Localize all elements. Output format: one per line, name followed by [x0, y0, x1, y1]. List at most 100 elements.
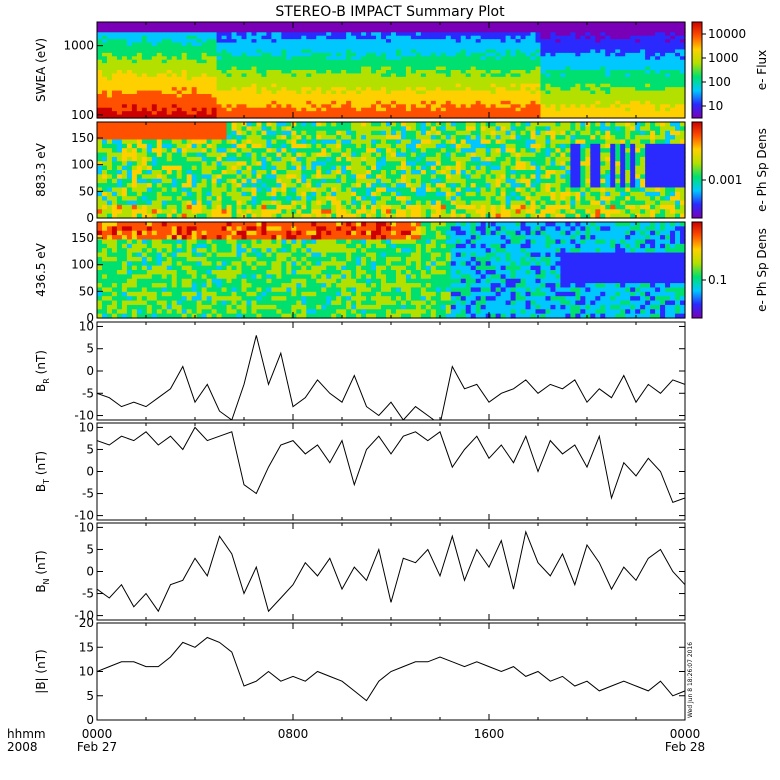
heatmap-cell: [445, 126, 452, 132]
heatmap-cell: [400, 32, 407, 37]
heatmap-cell: [475, 90, 482, 95]
heatmap-cell: [251, 49, 258, 54]
heatmap-cell: [111, 135, 118, 141]
heatmap-cell: [356, 56, 362, 61]
heatmap-cell: [106, 204, 113, 210]
heatmap-cell: [331, 191, 337, 197]
heatmap-cell: [201, 170, 208, 175]
heatmap-cell: [336, 39, 342, 44]
heatmap-cell: [346, 90, 352, 95]
heatmap-cell: [156, 46, 163, 51]
heatmap-cell: [331, 178, 337, 184]
heatmap-cell: [336, 187, 342, 193]
heatmap-cell: [605, 100, 611, 105]
heatmap-cell: [670, 22, 676, 27]
heatmap-cell: [291, 63, 297, 68]
heatmap-cell: [121, 139, 128, 145]
heatmap-cell: [176, 22, 183, 27]
heatmap-cell: [206, 100, 213, 105]
heatmap-cell: [445, 156, 452, 162]
heatmap-cell: [460, 148, 467, 154]
heatmap-cell: [515, 22, 522, 27]
heatmap-cell: [306, 25, 312, 30]
heatmap-cell: [356, 204, 362, 210]
heatmap-cell: [425, 49, 432, 54]
heatmap-cell: [321, 152, 327, 158]
heatmap-cell: [530, 111, 537, 116]
heatmap-cell: [500, 56, 507, 61]
heatmap-cell: [97, 94, 103, 99]
heatmap-cell: [435, 73, 442, 78]
heatmap-cell: [97, 32, 103, 37]
heatmap-cell: [296, 39, 302, 44]
heatmap-cell: [146, 87, 153, 92]
heatmap-cell: [660, 63, 666, 68]
heatmap-cell: [560, 25, 566, 30]
heatmap-cell: [186, 59, 193, 64]
heatmap-cell: [271, 170, 277, 175]
heatmap-cell: [520, 32, 527, 37]
heatmap-cell: [176, 56, 183, 61]
heatmap-cell: [121, 209, 128, 215]
heatmap-cell: [156, 90, 163, 95]
heatmap-cell: [116, 148, 123, 154]
heatmap-cell: [301, 73, 307, 78]
heatmap-cell: [455, 42, 462, 47]
heatmap-cell: [361, 76, 367, 81]
heatmap-cell: [450, 135, 457, 141]
heatmap-cell: [660, 87, 666, 92]
heatmap-cell: [316, 148, 322, 154]
heatmap-cell: [186, 152, 193, 158]
heatmap-cell: [316, 200, 322, 206]
heatmap-cell: [181, 70, 188, 75]
heatmap-cell: [176, 66, 183, 71]
heatmap-cell: [645, 25, 651, 30]
heatmap-cell: [445, 28, 452, 33]
heatmap-cell: [226, 39, 233, 44]
heatmap-cell: [420, 80, 427, 85]
heatmap-cell: [131, 161, 138, 167]
heatmap-cell: [276, 80, 282, 85]
heatmap-cell: [336, 42, 342, 47]
heatmap-cell: [106, 46, 113, 51]
heatmap-cell: [126, 32, 133, 37]
heatmap-cell: [181, 35, 188, 40]
heatmap-cell: [201, 122, 208, 127]
heatmap-cell: [251, 39, 258, 44]
heatmap-cell: [226, 126, 233, 132]
heatmap-cell: [361, 87, 367, 92]
heatmap-cell: [196, 191, 203, 197]
heatmap-cell: [405, 148, 412, 154]
heatmap-cell: [246, 66, 253, 71]
heatmap-cell: [171, 130, 178, 136]
heatmap-cell: [675, 28, 681, 33]
heatmap-cell: [600, 97, 606, 102]
heatmap-cell: [410, 56, 417, 61]
heatmap-cell: [156, 126, 163, 132]
heatmap-cell: [326, 104, 332, 109]
heatmap-cell: [665, 42, 671, 47]
heatmap-cell: [271, 139, 277, 145]
heatmap-cell: [371, 200, 377, 206]
heatmap-cell: [535, 87, 542, 92]
heatmap-cell: [196, 170, 203, 175]
heatmap-cell: [301, 104, 307, 109]
heatmap-cell: [136, 174, 143, 180]
heatmap-cell: [326, 156, 332, 162]
heatmap-cell: [430, 73, 437, 78]
heatmap-cell: [231, 22, 238, 27]
heatmap-cell: [306, 104, 312, 109]
heatmap-cell: [156, 174, 163, 180]
heatmap-cell: [276, 73, 282, 78]
heatmap-cell: [291, 196, 297, 202]
heatmap-cell: [361, 59, 367, 64]
heatmap-cell: [391, 135, 397, 141]
heatmap-cell: [371, 97, 377, 102]
heatmap-cell: [410, 59, 417, 64]
heatmap-cell: [181, 191, 188, 197]
heatmap-cell: [465, 204, 472, 210]
heatmap-cell: [395, 76, 402, 81]
heatmap-cell: [191, 174, 198, 180]
heatmap-cell: [231, 130, 238, 136]
heatmap-cell: [261, 209, 268, 215]
